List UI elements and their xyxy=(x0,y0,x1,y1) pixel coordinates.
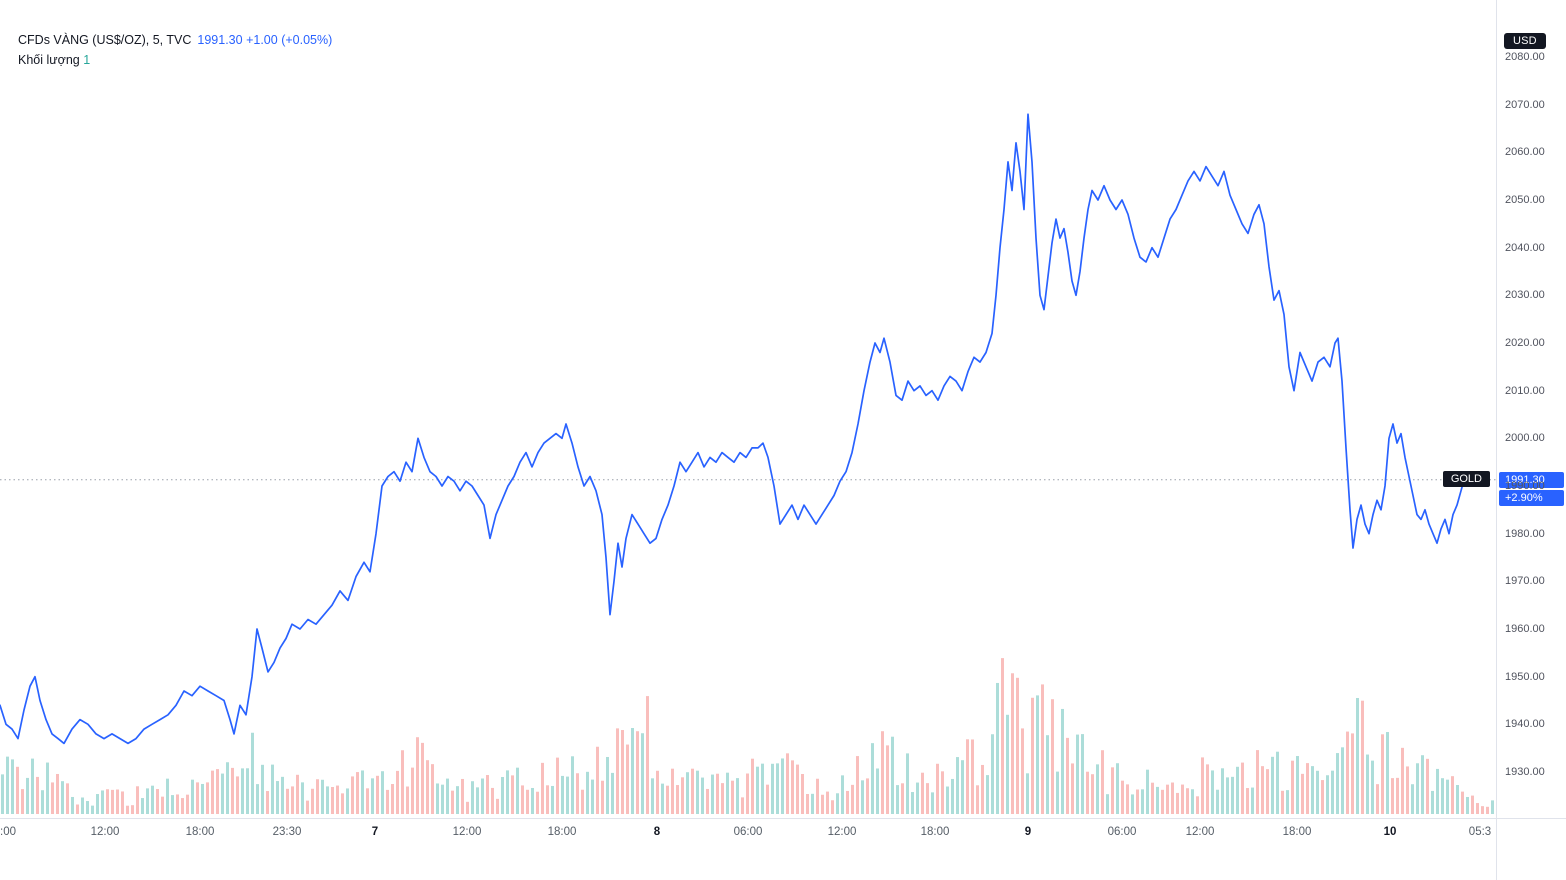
price-tick-label: 1940.00 xyxy=(1505,718,1545,731)
price-tick-label: 1980.00 xyxy=(1505,527,1545,540)
price-tick-label: 2010.00 xyxy=(1505,384,1545,397)
time-tick-label: 18:00 xyxy=(185,826,215,838)
axis-corner xyxy=(1496,818,1566,880)
time-tick-label: 12:00 xyxy=(90,826,120,838)
volume-value: 1 xyxy=(83,53,91,67)
time-tick-day-label: 8 xyxy=(653,826,661,838)
price-tick-label: 2050.00 xyxy=(1505,194,1545,206)
time-tick-day-label: 10 xyxy=(1383,826,1397,838)
time-tick-label: 05:3 xyxy=(1468,826,1492,838)
currency-badge[interactable]: USD xyxy=(1504,33,1546,49)
legend-symbol-row[interactable]: CFDs VÀNG (US$/OZ), 5, TVC 1991.30 +1.00 … xyxy=(18,30,332,50)
time-tick-label: 06:00 xyxy=(1107,826,1137,838)
time-tick-day-label: 7 xyxy=(371,826,379,838)
symbol-title[interactable]: CFDs VÀNG (US$/OZ), 5, TVC xyxy=(18,33,192,47)
chart-legend: CFDs VÀNG (US$/OZ), 5, TVC 1991.30 +1.00 … xyxy=(18,30,332,70)
time-tick-day-label: 9 xyxy=(1024,826,1032,838)
price-tick-label: 2030.00 xyxy=(1505,289,1545,302)
price-tick-label: 2070.00 xyxy=(1505,98,1545,111)
price-tick-label: 1930.00 xyxy=(1505,766,1545,778)
price-tick-label: 1960.00 xyxy=(1505,623,1545,635)
time-tick-label: 23:30 xyxy=(272,826,302,838)
time-tick-label: 18:00 xyxy=(547,826,577,838)
price-tick-label: 1950.00 xyxy=(1505,670,1545,683)
price-line-chart xyxy=(0,113,1496,814)
price-scale-axis[interactable]: USD 1991.30 +2.90% 2080.00 2070.00 2060.00… xyxy=(1496,0,1566,880)
time-tick-label: 12:00 xyxy=(827,826,857,838)
time-tick-label: 18:00 xyxy=(920,826,950,838)
price-tick-label: 2040.00 xyxy=(1505,241,1545,254)
time-axis[interactable]: :00 12:00 18:00 23:30 7 12:00 18:00 8 06:00 12:00… xyxy=(0,818,1496,880)
time-tick-label: :00 xyxy=(0,826,16,838)
price-tick-label: 1970.00 xyxy=(1505,575,1545,588)
legend-last-price: 1991.30 xyxy=(197,33,243,47)
time-tick-label: 12:00 xyxy=(452,826,482,838)
symbol-price-flag: GOLD xyxy=(1442,470,1490,487)
price-tick-label: 2060.00 xyxy=(1505,146,1545,159)
change-percent-badge: +2.90% xyxy=(1499,489,1564,506)
legend-change: +1.00 xyxy=(246,33,278,47)
price-tick-label: 2080.00 xyxy=(1505,51,1545,63)
legend-change-pct: (+0.05%) xyxy=(281,33,333,47)
volume-label[interactable]: Khối lượng xyxy=(18,53,80,67)
time-tick-label: 18:00 xyxy=(1282,826,1312,838)
time-tick-label: 06:00 xyxy=(733,826,763,838)
price-tick-label: 2000.00 xyxy=(1505,432,1545,445)
time-tick-label: 12:00 xyxy=(1185,826,1215,838)
legend-volume-row[interactable]: Khối lượng 1 xyxy=(18,50,332,70)
chart-plot-area[interactable]: CFDs VÀNG (US$/OZ), 5, TVC 1991.30 +1.00 … xyxy=(0,0,1496,818)
price-series-line xyxy=(0,113,1473,745)
volume-bars xyxy=(1,658,1494,814)
price-tick-label: 1990.00 xyxy=(1505,480,1545,492)
price-tick-label: 2020.00 xyxy=(1505,337,1545,349)
last-price-badge: 1991.30 xyxy=(1499,471,1564,488)
